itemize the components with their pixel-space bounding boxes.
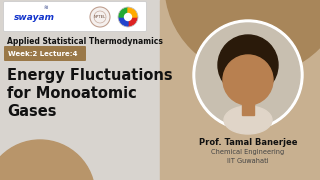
Text: Chemical Engineering: Chemical Engineering <box>212 149 284 155</box>
Circle shape <box>165 0 320 75</box>
Circle shape <box>90 7 110 27</box>
Ellipse shape <box>224 106 272 134</box>
Text: Applied Statistical Thermodynamics: Applied Statistical Thermodynamics <box>7 37 163 46</box>
Text: Week:2 Lecture:4: Week:2 Lecture:4 <box>8 51 77 57</box>
FancyBboxPatch shape <box>4 1 147 31</box>
Text: IIT Guwahati: IIT Guwahati <box>227 158 269 164</box>
Text: ≋: ≋ <box>44 6 48 10</box>
Wedge shape <box>128 8 137 17</box>
Circle shape <box>196 23 300 127</box>
Circle shape <box>223 55 273 105</box>
Circle shape <box>118 7 138 27</box>
Text: Gases: Gases <box>7 104 57 119</box>
Bar <box>160 0 320 180</box>
Wedge shape <box>119 17 128 26</box>
Circle shape <box>193 20 303 130</box>
Text: NPTEL: NPTEL <box>94 15 106 19</box>
Circle shape <box>0 140 95 180</box>
Wedge shape <box>128 17 137 26</box>
Text: Energy Fluctuations: Energy Fluctuations <box>7 68 172 83</box>
Bar <box>242 100 254 115</box>
Wedge shape <box>119 8 128 17</box>
Circle shape <box>124 14 132 21</box>
Circle shape <box>218 35 278 95</box>
Text: Prof. Tamal Banerjee: Prof. Tamal Banerjee <box>199 138 297 147</box>
Text: swayam: swayam <box>14 12 55 21</box>
Text: for Monoatomic: for Monoatomic <box>7 86 137 101</box>
FancyBboxPatch shape <box>4 46 86 61</box>
